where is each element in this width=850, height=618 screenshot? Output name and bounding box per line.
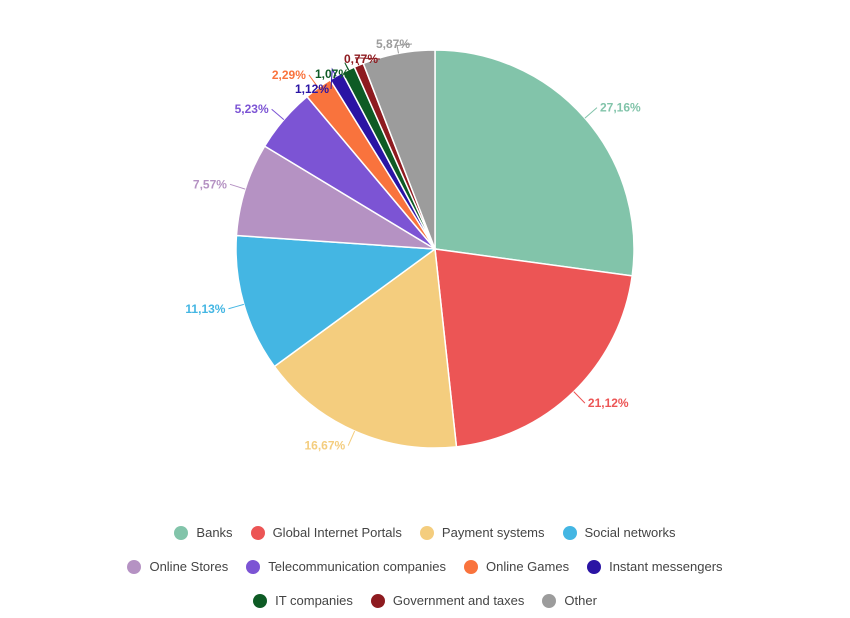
legend-swatch xyxy=(587,559,602,574)
leader-line xyxy=(330,67,337,90)
leader-line xyxy=(396,43,413,54)
leader-line xyxy=(347,430,356,446)
label-leader-lines xyxy=(228,43,598,446)
data-label: 11,13% xyxy=(185,302,225,316)
leader-line xyxy=(228,303,244,310)
pie-slice-other[interactable] xyxy=(362,49,436,250)
legend-label: Online Games xyxy=(485,559,570,574)
legend-swatch xyxy=(246,559,261,574)
data-label: 16,67% xyxy=(304,439,345,453)
legend-item-it-companies[interactable]: IT companies xyxy=(253,593,353,608)
legend-label: IT companies xyxy=(275,593,353,608)
legend-item-social-networks[interactable]: Social networks xyxy=(562,525,676,540)
legend-swatch xyxy=(250,525,265,540)
leader-line xyxy=(354,57,381,66)
data-label: 1,07% xyxy=(315,67,349,81)
legend-item-global-internet-portals[interactable]: Global Internet Portals xyxy=(250,525,402,540)
data-label: 1,12% xyxy=(295,82,329,96)
legend-label: Banks xyxy=(196,525,233,540)
legend-row-2: Online Stores Telecommunication companie… xyxy=(0,559,850,574)
legend-label: Online Stores xyxy=(149,559,229,574)
legend-item-payment-systems[interactable]: Payment systems xyxy=(419,525,545,540)
legend-swatch xyxy=(174,525,189,540)
legend-label: Telecommunication companies xyxy=(268,559,446,574)
pie-slice-banks[interactable] xyxy=(434,49,635,277)
legend-label: Payment systems xyxy=(441,525,545,540)
pie-slice-global-internet-portals[interactable] xyxy=(434,248,634,448)
leader-line xyxy=(229,183,246,190)
legend-item-telecommunication-companies[interactable]: Telecommunication companies xyxy=(246,559,446,574)
pie-slice-online-stores[interactable] xyxy=(235,145,436,250)
legend-label: Global Internet Portals xyxy=(272,525,402,540)
legend-item-other[interactable]: Other xyxy=(542,593,597,608)
data-label: 7,57% xyxy=(193,177,227,191)
data-label: 5,23% xyxy=(235,102,269,116)
legend-item-online-games[interactable]: Online Games xyxy=(463,559,570,574)
legend-item-online-stores[interactable]: Online Stores xyxy=(127,559,228,574)
leader-line xyxy=(271,108,285,120)
data-label: 2,29% xyxy=(272,68,306,82)
leader-line xyxy=(584,107,598,119)
leader-line xyxy=(344,62,352,75)
legend-swatch xyxy=(419,525,434,540)
legend-row-1: Banks Global Internet Portals Payment sy… xyxy=(0,525,850,540)
legend-swatch xyxy=(253,593,268,608)
legend-label: Other xyxy=(564,593,597,608)
legend-label: Government and taxes xyxy=(392,593,525,608)
legend-item-instant-messengers[interactable]: Instant messengers xyxy=(587,559,723,574)
pie-slices xyxy=(235,49,635,449)
pie-slice-payment-systems[interactable] xyxy=(273,247,458,449)
legend-item-government-and-taxes[interactable]: Government and taxes xyxy=(370,593,525,608)
legend-label: Social networks xyxy=(584,525,676,540)
legend-swatch xyxy=(463,559,478,574)
data-label: 0,77% xyxy=(344,52,378,66)
legend-row-3: IT companies Government and taxes Other xyxy=(0,593,850,608)
legend-swatch xyxy=(562,525,577,540)
data-label: 27,16% xyxy=(600,101,641,115)
legend-item-banks[interactable]: Banks xyxy=(174,525,233,540)
leader-line xyxy=(573,391,586,404)
legend-label: Instant messengers xyxy=(609,559,723,574)
legend-swatch xyxy=(370,593,385,608)
pie-chart: 27,16%21,12%16,67%11,13%7,57%5,23%2,29%1… xyxy=(185,37,641,453)
leader-line xyxy=(308,74,319,89)
pie-slice-social-networks[interactable] xyxy=(235,234,438,368)
data-label: 5,87% xyxy=(376,37,410,51)
data-label: 21,12% xyxy=(588,396,629,410)
percentage-labels: 27,16%21,12%16,67%11,13%7,57%5,23%2,29%1… xyxy=(185,37,641,453)
legend-swatch xyxy=(127,559,142,574)
legend-swatch xyxy=(542,593,557,608)
